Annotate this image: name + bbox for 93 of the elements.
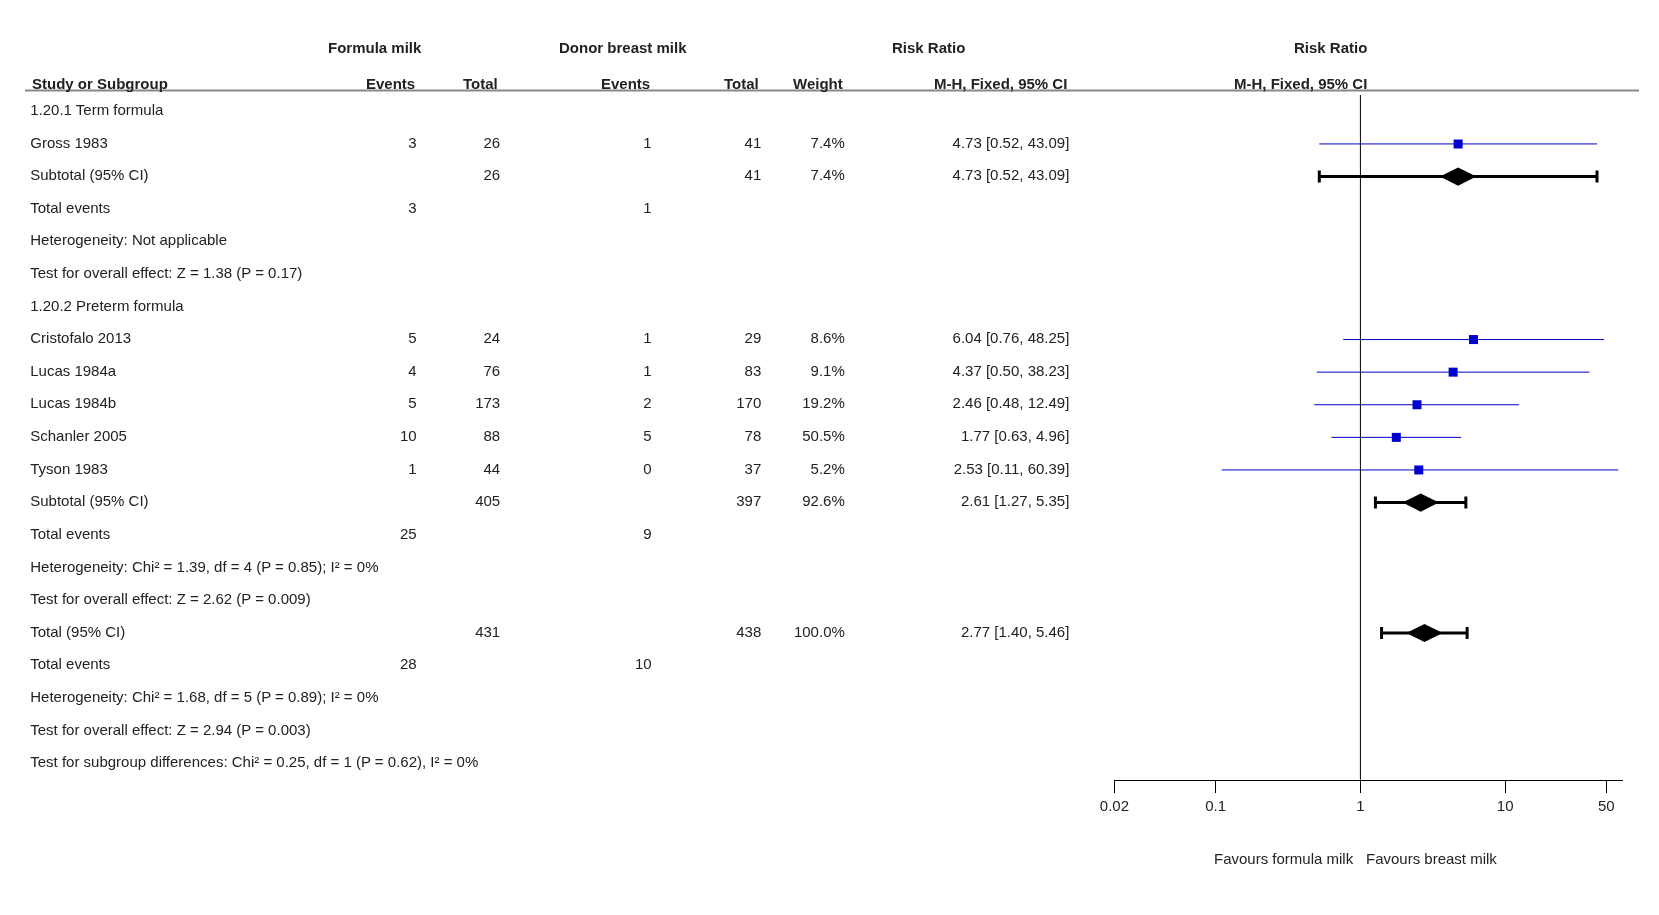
text: 10 [634, 655, 652, 673]
y-tick-label: 1.20.2 Preterm formula [30, 296, 185, 314]
text: 26 [483, 166, 501, 184]
text: 83 [744, 361, 762, 379]
text: 5.2% [810, 459, 845, 477]
text: 3 [408, 198, 417, 216]
text: 7.4% [810, 133, 845, 151]
y-tick-label: Schanler 2005 [30, 427, 127, 445]
text: 431 [475, 622, 501, 640]
text: 25 [399, 524, 417, 542]
text: 173 [475, 394, 501, 412]
text: 100.0% [793, 622, 845, 640]
text: 1 [643, 133, 652, 151]
text: 78 [744, 427, 762, 445]
y-tick-label: Heterogeneity: Chi² = 1.68, df = 5 (P = 0.89); I² = 0% [30, 687, 379, 705]
text: 24 [483, 329, 501, 347]
y-tick-label: Subtotal (95% CI) [30, 492, 149, 510]
text: 2 [643, 394, 652, 412]
text: 26 [483, 133, 501, 151]
text: 5 [408, 394, 417, 412]
y-tick-label: Total events [30, 198, 111, 216]
text: 41 [744, 166, 762, 184]
y-tick-label: Test for overall effect: Z = 1.38 (P = 0.17) [30, 264, 303, 282]
text: 2.53 [0.11, 60.39] [953, 459, 1070, 477]
y-tick-label: Total events [30, 524, 111, 542]
y-tick-label: Total (95% CI) [30, 622, 126, 640]
text: 0 [643, 459, 652, 477]
y-tick-label: Gross 1983 [30, 133, 108, 151]
text: 405 [475, 492, 501, 510]
x-tick-label: M-H, Fixed, 95% CI [934, 75, 1068, 92]
text: 1 [643, 329, 652, 347]
text: Favours breast milk [1366, 850, 1498, 867]
text: 9.1% [810, 361, 845, 379]
text: 19.2% [802, 394, 845, 412]
y-tick-label: Subtotal (95% CI) [30, 166, 149, 184]
y-tick-label: Test for overall effect: Z = 2.62 (P = 0.009) [30, 590, 311, 608]
y-tick-label: Heterogeneity: Chi² = 1.39, df = 4 (P = 0.85); I² = 0% [30, 557, 379, 575]
text: 4.73 [0.52, 43.09] [952, 133, 1070, 151]
text: 5 [408, 329, 417, 347]
text: 41 [744, 133, 762, 151]
text: 1.77 [0.63, 4.96] [960, 427, 1070, 445]
x-tick-label: Weight [793, 75, 843, 92]
x-tick-label: Total [463, 75, 498, 92]
y-tick-label: Total events [30, 655, 111, 673]
text: 29 [744, 329, 762, 347]
text: 4.73 [0.52, 43.09] [952, 166, 1070, 184]
text: 4.37 [0.50, 38.23] [952, 361, 1070, 379]
text: 44 [483, 459, 501, 477]
text: 37 [744, 459, 762, 477]
text: 10 [399, 427, 417, 445]
text: 4 [408, 361, 417, 379]
text: Donor breast milk [559, 39, 688, 56]
text: Risk Ratio [892, 39, 966, 56]
text: 92.6% [802, 492, 845, 510]
y-tick-label: Lucas 1984b [30, 394, 117, 412]
x-tick-label: 50 [1598, 796, 1615, 814]
x-tick-label: Events [366, 75, 416, 92]
chart-title: Risk Ratio [1294, 39, 1368, 56]
text: 50.5% [802, 427, 845, 445]
text: 1 [408, 459, 417, 477]
y-tick-label: Heterogeneity: Not applicable [30, 231, 228, 249]
text: 28 [399, 655, 417, 673]
text: 7.4% [810, 166, 845, 184]
y-tick-label: 1.20.1 Term formula [30, 101, 164, 119]
text: 3 [408, 133, 417, 151]
text: 5 [643, 427, 652, 445]
text: 438 [736, 622, 762, 640]
text: 170 [736, 394, 762, 412]
text: 1 [643, 198, 652, 216]
text: 397 [736, 492, 762, 510]
text: 88 [483, 427, 501, 445]
text: 6.04 [0.76, 48.25] [952, 329, 1070, 347]
x-tick-label: 1 [1356, 796, 1365, 814]
text: Favours formula milk [1214, 850, 1354, 867]
text: 76 [483, 361, 501, 379]
y-tick-label: Lucas 1984a [30, 361, 117, 379]
y-tick-label: Tyson 1983 [30, 459, 108, 477]
x-tick-label: 0.02 [1099, 796, 1130, 814]
text: 1 [643, 361, 652, 379]
text: 9 [643, 524, 652, 542]
text: Formula milk [328, 39, 423, 56]
x-tick-label: Total [724, 75, 759, 92]
y-tick-label: Cristofalo 2013 [30, 329, 132, 347]
text: 2.77 [1.40, 5.46] [960, 622, 1070, 640]
y-axis-title: Study or Subgroup [32, 75, 168, 92]
x-tick-label: 10 [1496, 796, 1514, 814]
text: 2.61 [1.27, 5.35] [960, 492, 1070, 510]
x-tick-label: Events [601, 75, 651, 92]
y-tick-label: Test for subgroup differences: Chi² = 0.25, df = 1 (P = 0.62), I² = 0% [30, 753, 479, 771]
text: 2.46 [0.48, 12.49] [952, 394, 1070, 412]
y-tick-label: Test for overall effect: Z = 2.94 (P = 0.003) [30, 720, 311, 738]
text: 8.6% [810, 329, 845, 347]
x-tick-label: 0.1 [1205, 796, 1227, 814]
